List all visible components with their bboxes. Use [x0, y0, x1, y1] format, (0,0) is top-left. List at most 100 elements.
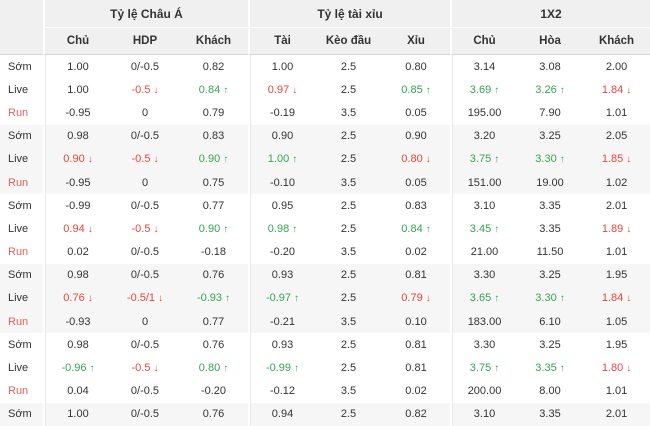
odds-cell: 1.84 ↓ [583, 286, 650, 311]
odds-value: 0.98 [267, 222, 290, 235]
odds-cell: -0.99 ↑ [248, 356, 316, 380]
odds-cell: -0.5/1 ↓ [111, 286, 179, 311]
odds-value: 3.75 [469, 153, 492, 166]
odds-cell: 19.00 [517, 170, 584, 195]
down-arrow-icon: ↓ [425, 154, 431, 166]
down-arrow-icon: ↓ [626, 293, 632, 305]
odds-value: 3.35 [535, 362, 557, 375]
down-arrow-icon: ↓ [153, 154, 159, 166]
table-row: Live 0.76 ↓ -0.5/1 ↓ -0.93 ↑ -0.97 ↑ 2.5 0.79 ↓ 3.65… [0, 286, 650, 311]
odds-cell: 1.05 [583, 310, 650, 334]
odds-cell: 3.75 ↑ [450, 147, 518, 171]
odds-cell: 0.02 [43, 240, 111, 264]
odds-cell: 2.5 [315, 194, 383, 218]
odds-cell: 0 [111, 101, 179, 125]
odds-cell: 0.90 ↓ [43, 147, 111, 171]
row-label: Run [0, 101, 43, 125]
odds-cell: 0.05 [382, 170, 451, 195]
down-arrow-icon: ↓ [626, 223, 632, 235]
odds-cell: 2.5 [315, 286, 383, 311]
odds-value: 0.85 [401, 83, 423, 96]
odds-cell: -0.93 [43, 310, 111, 334]
col-header-ah-home: Chủ [43, 28, 111, 55]
odds-cell: 0.82 [382, 402, 451, 426]
down-arrow-icon: ↓ [87, 154, 93, 166]
odds-cell: -0.20 [248, 240, 316, 264]
odds-cell: 3.35 [517, 194, 584, 218]
group-header-over-under: Tỷ lệ tài xỉu [248, 0, 451, 28]
odds-cell: 2.5 [315, 124, 383, 148]
odds-cell: 0.90 [248, 124, 316, 148]
down-arrow-icon: ↓ [153, 84, 159, 96]
odds-cell: 3.08 [517, 55, 584, 79]
odds-value: 3.30 [535, 153, 557, 166]
odds-cell: 0.93 [248, 333, 316, 357]
table-row: Run 0.04 0/-0.5 -0.20 -0.12 3.5 0.02 200.00 8.00… [0, 379, 650, 403]
odds-cell: 2.01 [583, 194, 650, 218]
odds-cell: 0/-0.5 [111, 55, 179, 79]
corner-cell [0, 28, 43, 55]
odds-cell: 1.00 [43, 55, 111, 79]
odds-cell: 1.02 [583, 170, 650, 195]
up-arrow-icon: ↑ [294, 363, 300, 375]
odds-cell: 3.10 [450, 194, 518, 218]
odds-cell: 0.93 [248, 263, 316, 287]
table-row: Sớm 0.98 0/-0.5 0.83 0.90 2.5 0.90 3.20 3.25 2.05 [0, 124, 650, 148]
odds-cell: 0 [111, 170, 179, 195]
table-row: Run 0.02 0/-0.5 -0.18 -0.20 3.5 0.02 21.00 11.50… [0, 240, 650, 264]
odds-value: -0.93 [196, 292, 223, 305]
odds-cell: 0.81 [382, 356, 451, 380]
odds-cell: 2.05 [583, 124, 650, 148]
odds-cell: -0.95 [43, 101, 111, 125]
odds-cell: 1.00 [43, 402, 111, 426]
odds-cell: -0.21 [248, 310, 316, 334]
odds-cell: 0.83 [179, 124, 249, 148]
up-arrow-icon: ↑ [223, 363, 229, 375]
table-row: Live 0.90 ↓ -0.5 ↓ 0.90 ↑ 1.00 ↑ 2.5 0.80 ↓ 3.75 ↑ 3.3… [0, 147, 650, 171]
odds-cell: -0.19 [248, 101, 316, 125]
odds-cell: 3.25 [517, 263, 584, 287]
table-row: Sớm 0.98 0/-0.5 0.76 0.93 2.5 0.81 3.30 3.25 1.95 [0, 263, 650, 287]
odds-cell: 0.84 ↑ [179, 78, 249, 102]
odds-cell: -0.96 ↑ [43, 356, 111, 380]
odds-value: 1.84 [601, 83, 624, 96]
odds-cell: 0.90 ↑ [179, 217, 249, 241]
row-label: Live [0, 217, 43, 241]
odds-cell: 0.94 ↓ [43, 217, 111, 241]
table-row: Run -0.95 0 0.75 -0.10 3.5 0.05 151.00 19.00 1.02 [0, 170, 650, 195]
odds-cell: 0 [111, 310, 179, 334]
odds-cell: 3.26 ↑ [517, 78, 584, 102]
odds-cell: 0.84 ↑ [382, 217, 451, 241]
odds-cell: 0.95 [248, 194, 316, 218]
row-label: Sớm [0, 263, 43, 287]
row-label: Sớm [0, 194, 43, 218]
down-arrow-icon: ↓ [158, 293, 164, 305]
odds-cell: 3.30 [450, 263, 518, 287]
odds-cell: -0.5 ↓ [111, 147, 179, 171]
odds-value: 3.75 [469, 362, 492, 375]
odds-value: -0.5/1 [126, 292, 156, 305]
down-arrow-icon: ↓ [626, 154, 632, 166]
odds-value: 1.84 [601, 292, 624, 305]
odds-cell: 0.76 ↓ [43, 286, 111, 311]
odds-cell: 1.01 [583, 240, 650, 264]
up-arrow-icon: ↑ [494, 293, 500, 305]
odds-cell: 3.30 [450, 333, 518, 357]
up-arrow-icon: ↑ [559, 84, 565, 96]
odds-value: -0.5 [131, 362, 151, 375]
odds-cell: 1.85 ↓ [583, 147, 650, 171]
odds-cell: 0.81 [382, 263, 451, 287]
odds-value: 0.80 [198, 362, 221, 375]
odds-value: 3.26 [535, 83, 557, 96]
odds-cell: 0/-0.5 [111, 379, 179, 403]
odds-cell: 0.02 [382, 379, 451, 403]
odds-cell: 3.35 [517, 217, 584, 241]
up-arrow-icon: ↑ [292, 223, 298, 235]
odds-cell: -0.99 [43, 194, 111, 218]
odds-cell: 0.80 ↓ [382, 147, 451, 171]
odds-cell: 3.5 [315, 101, 383, 125]
odds-cell: 183.00 [450, 310, 518, 334]
odds-cell: 0.98 ↑ [248, 217, 316, 241]
down-arrow-icon: ↓ [626, 363, 632, 375]
group-header-row: Tỷ lệ Châu Á Tỷ lệ tài xỉu 1X2 [0, 0, 650, 28]
